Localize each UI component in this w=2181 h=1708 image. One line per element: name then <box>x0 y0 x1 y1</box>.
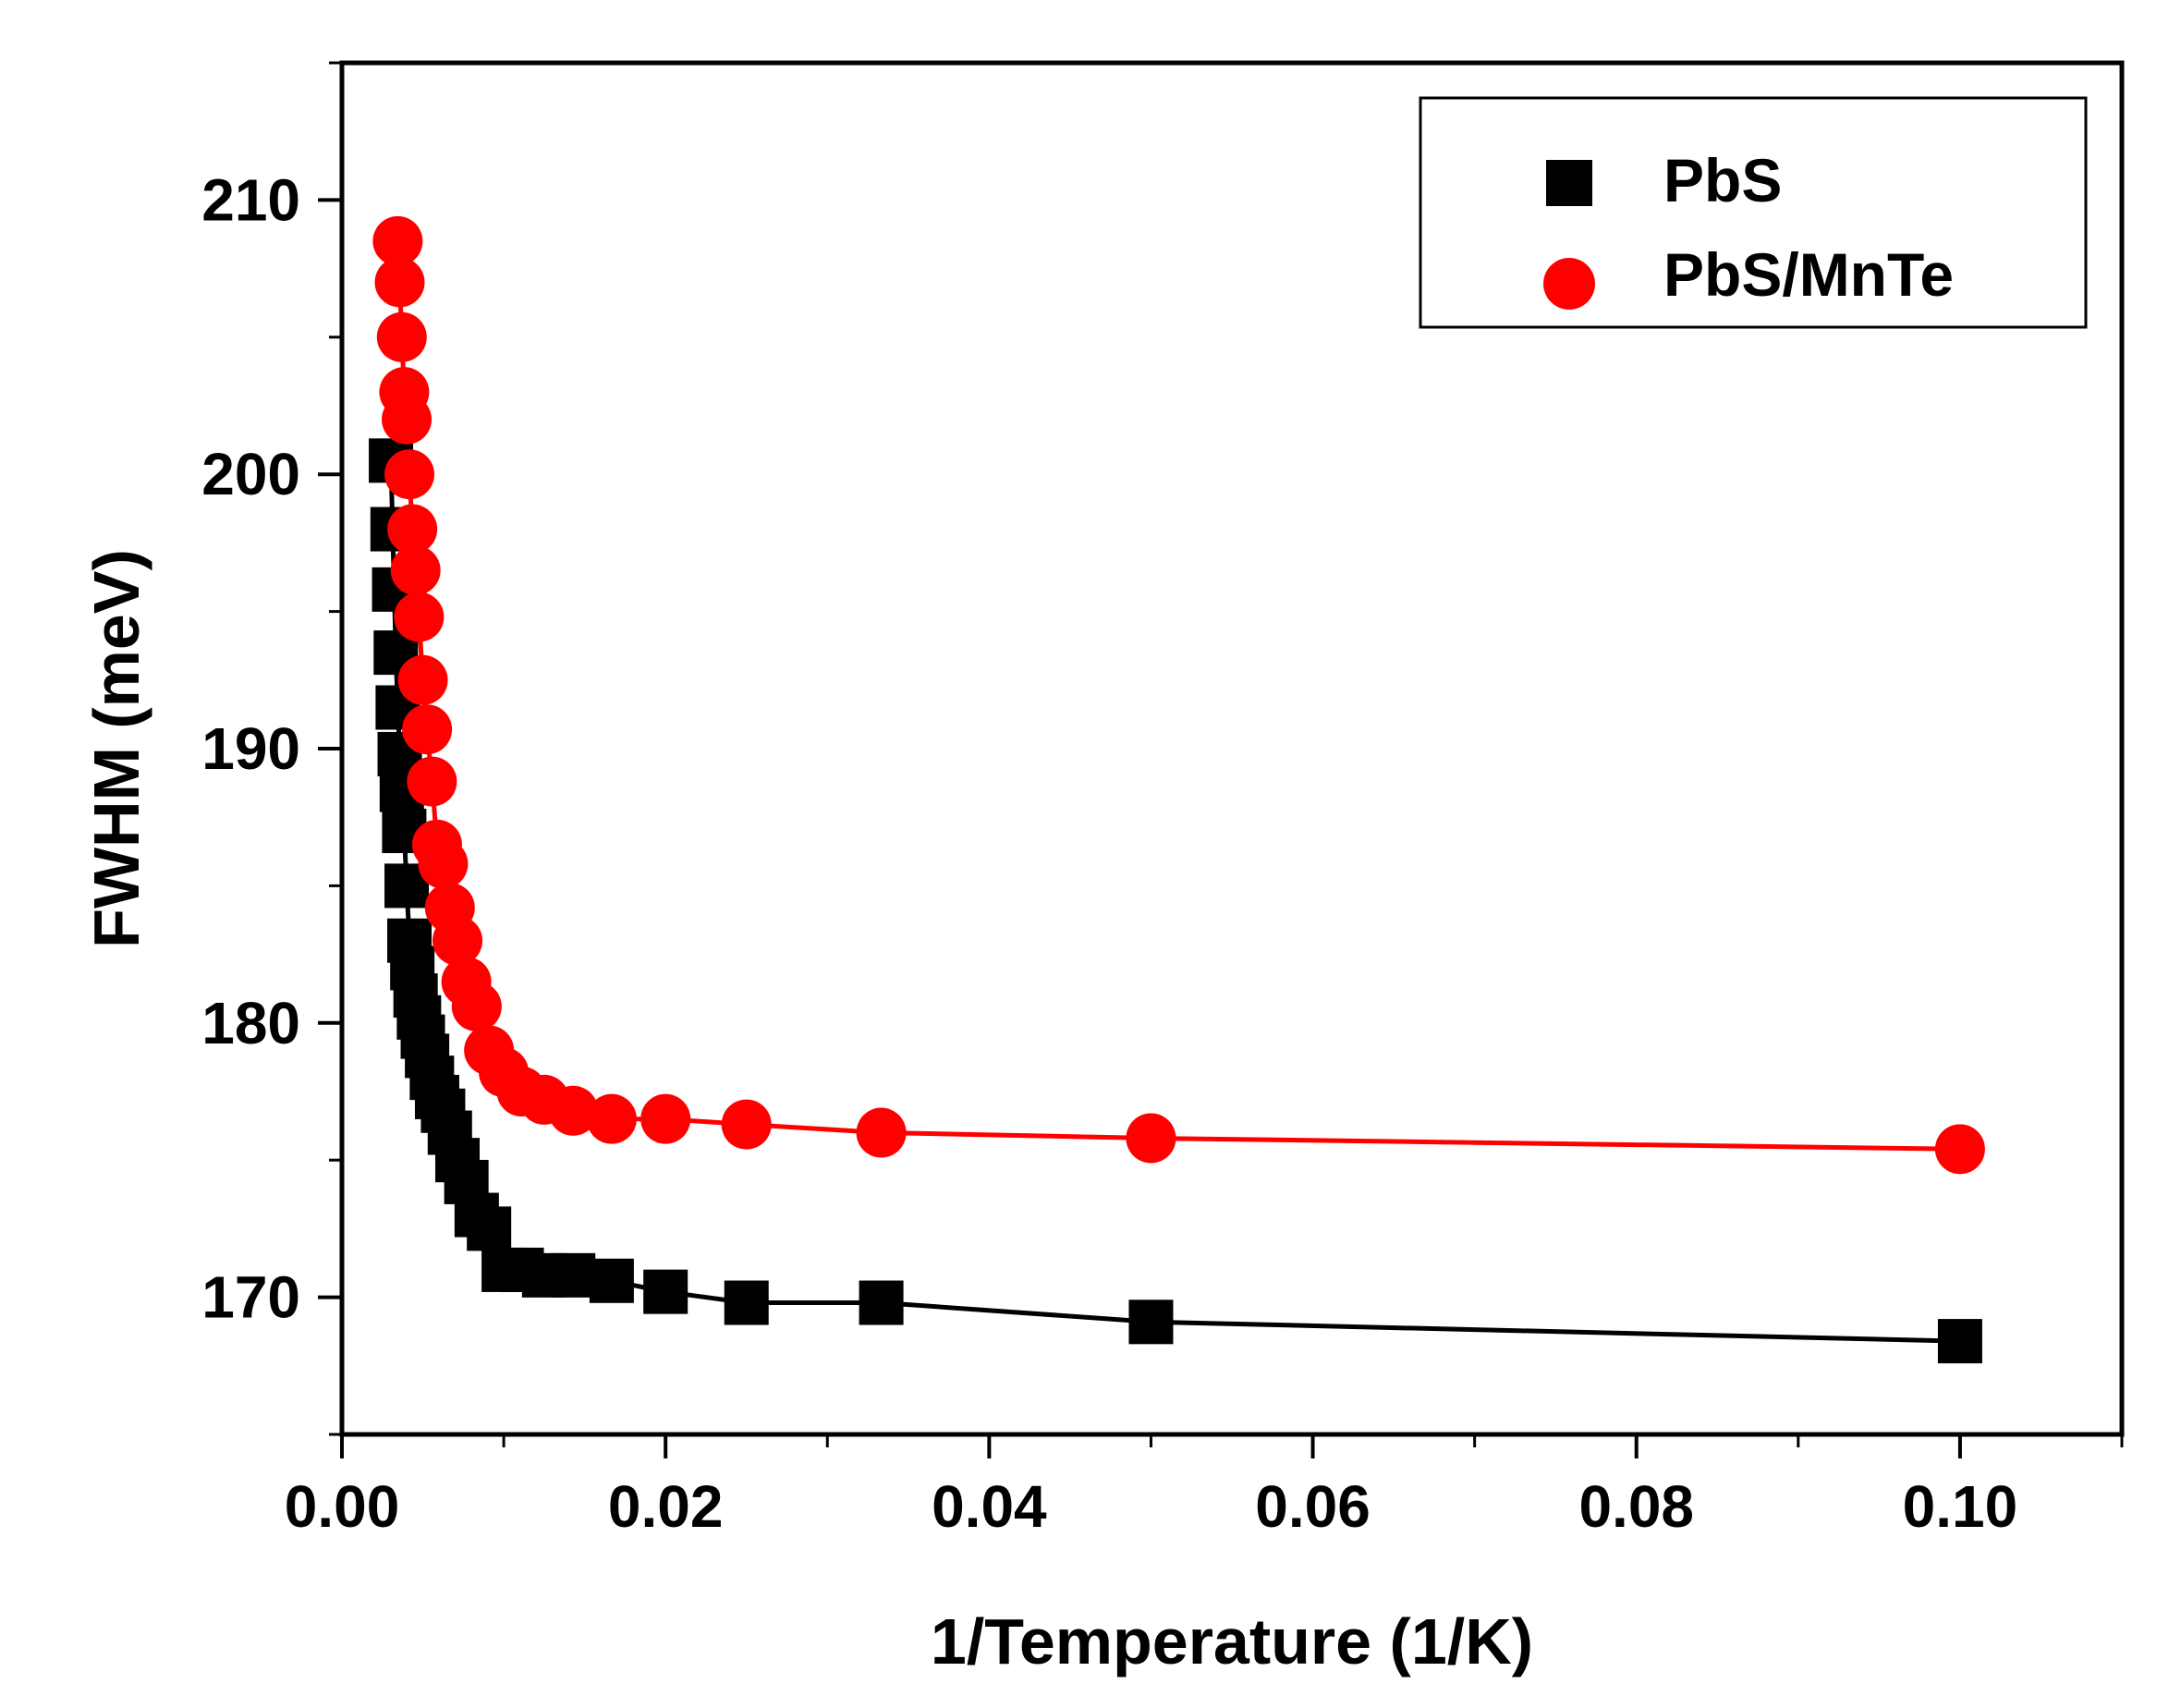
legend-box <box>1419 96 2088 329</box>
pbs-mnte-data-point <box>397 654 448 705</box>
y-tick-label: 190 <box>201 715 300 782</box>
pbs-mnte-data-point <box>384 449 435 500</box>
pbs-mnte-data-point <box>586 1093 637 1144</box>
x-axis-title: 1/Temperature (1/K) <box>931 1605 1533 1678</box>
pbs-mnte-data-point <box>433 915 483 966</box>
y-tick-label: 210 <box>201 166 300 233</box>
pbs-mnte-data-point <box>387 504 438 555</box>
pbs-data-point <box>1128 1299 1174 1345</box>
pbs-mnte-data-point <box>394 592 445 642</box>
pbs-data-point <box>467 1206 512 1251</box>
pbs-mnte-data-point <box>402 704 453 755</box>
x-axis-tick-labels: 0.00 0.02 0.04 0.06 0.08 0.10 <box>285 1473 2017 1540</box>
pbs-mnte-data-point <box>382 394 433 445</box>
series-markers <box>369 215 1985 1364</box>
x-tick-label: 0.10 <box>1903 1473 2018 1540</box>
y-axis-tick-labels: 170 180 190 200 210 <box>201 166 300 1330</box>
x-tick-label: 0.00 <box>285 1473 400 1540</box>
pbs-data-point <box>859 1280 904 1325</box>
pbs-mnte-data-point <box>407 756 457 807</box>
legend: PbS PbS/MnTe <box>1419 96 2088 329</box>
x-tick-label: 0.02 <box>608 1473 724 1540</box>
pbs-mnte-data-point <box>372 215 423 266</box>
pbs-data-point <box>1937 1319 1982 1364</box>
pbs-data-point <box>643 1269 688 1314</box>
pbs-mnte-data-point <box>376 311 427 362</box>
x-axis-ticks <box>340 1434 2124 1458</box>
y-tick-label: 200 <box>201 441 300 507</box>
y-axis-title: FWHM (meV) <box>80 549 152 948</box>
pbs-mnte-data-point <box>418 838 469 889</box>
pbs-mnte-data-point <box>856 1107 907 1158</box>
y-axis-ticks <box>318 61 342 1436</box>
legend-label-pbs: PbS <box>1663 146 1782 214</box>
legend-marker-pbs <box>1546 160 1592 206</box>
pbs-data-point <box>724 1280 769 1325</box>
x-tick-label: 0.04 <box>932 1473 1047 1540</box>
x-tick-label: 0.08 <box>1578 1473 1694 1540</box>
legend-label-pbs-mnte: PbS/MnTe <box>1663 240 1954 309</box>
pbs-mnte-data-point <box>640 1093 691 1144</box>
pbs-mnte-data-point <box>374 257 425 308</box>
pbs-mnte-data-point <box>451 981 502 1031</box>
pbs-data-point <box>589 1258 634 1303</box>
y-tick-label: 170 <box>201 1264 300 1331</box>
y-tick-label: 180 <box>201 990 300 1056</box>
pbs-mnte-data-point <box>548 1085 599 1136</box>
pbs-mnte-data-point <box>390 545 441 596</box>
x-tick-label: 0.06 <box>1255 1473 1371 1540</box>
legend-marker-pbs-mnte <box>1543 258 1595 310</box>
pbs-mnte-data-point <box>1126 1113 1176 1164</box>
pbs-mnte-data-point <box>721 1099 772 1150</box>
pbs-mnte-data-point <box>1934 1124 1985 1175</box>
pbs-data-point <box>551 1252 596 1298</box>
